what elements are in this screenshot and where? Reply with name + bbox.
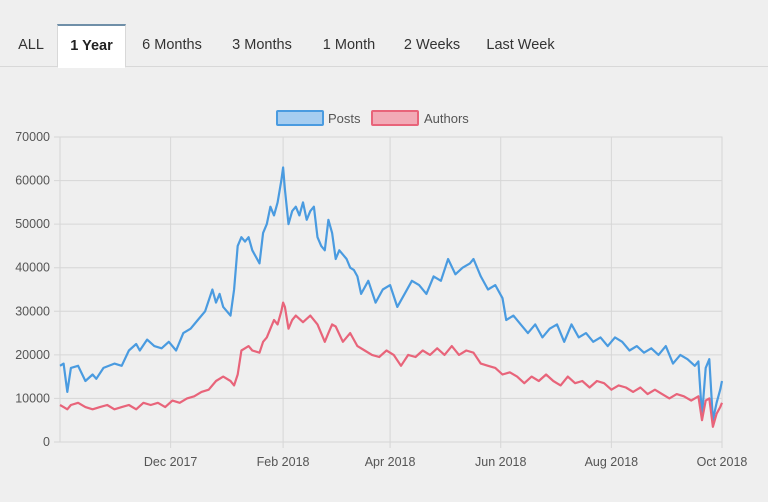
y-tick-label: 0	[43, 435, 50, 449]
y-axis: 0 10000 20000 30000 40000 50000 60000 70000	[15, 130, 50, 449]
x-tick-label: Dec 2017	[144, 455, 198, 469]
x-axis: Dec 2017 Feb 2018 Apr 2018 Jun 2018 Aug 2018…	[144, 455, 748, 469]
y-tick-label: 40000	[15, 261, 50, 275]
legend-authors-swatch[interactable]	[371, 110, 419, 126]
chart-legend: Posts Authors	[276, 110, 469, 126]
x-tick-label: Apr 2018	[365, 455, 416, 469]
range-tab-bar: ALL 1 Year 6 Months 3 Months 1 Month 2 W…	[0, 0, 768, 68]
x-tick-label: Feb 2018	[257, 455, 310, 469]
posts-series-line	[59, 166, 724, 422]
x-tick-label: Oct 2018	[697, 455, 748, 469]
tab-6-months[interactable]: 6 Months	[142, 37, 202, 53]
y-tick-label: 20000	[15, 348, 50, 362]
tab-1-month[interactable]: 1 Month	[322, 37, 376, 53]
y-tick-label: 70000	[15, 130, 50, 144]
authors-series-line	[59, 301, 724, 428]
tab-2-weeks[interactable]: 2 Weeks	[403, 37, 461, 53]
y-tick-label: 30000	[15, 304, 50, 318]
legend-authors-label[interactable]: Authors	[424, 111, 469, 126]
posts-authors-line-chart: 0 10000 20000 30000 40000 50000 60000 70000 Dec…	[15, 110, 748, 469]
legend-posts-swatch[interactable]	[276, 110, 324, 126]
y-tick-label: 50000	[15, 217, 50, 231]
legend-posts-label[interactable]: Posts	[328, 111, 361, 126]
y-tick-label: 10000	[15, 391, 50, 405]
tab-3-months[interactable]: 3 Months	[232, 37, 292, 53]
tab-all[interactable]: ALL	[18, 37, 44, 53]
chart-series	[59, 166, 724, 428]
x-tick-label: Aug 2018	[585, 455, 639, 469]
tab-1-year[interactable]: 1 Year	[57, 24, 126, 68]
chart-grid	[54, 136, 723, 448]
tab-last-week[interactable]: Last Week	[486, 37, 555, 53]
y-tick-label: 60000	[15, 174, 50, 188]
x-tick-label: Jun 2018	[475, 455, 526, 469]
